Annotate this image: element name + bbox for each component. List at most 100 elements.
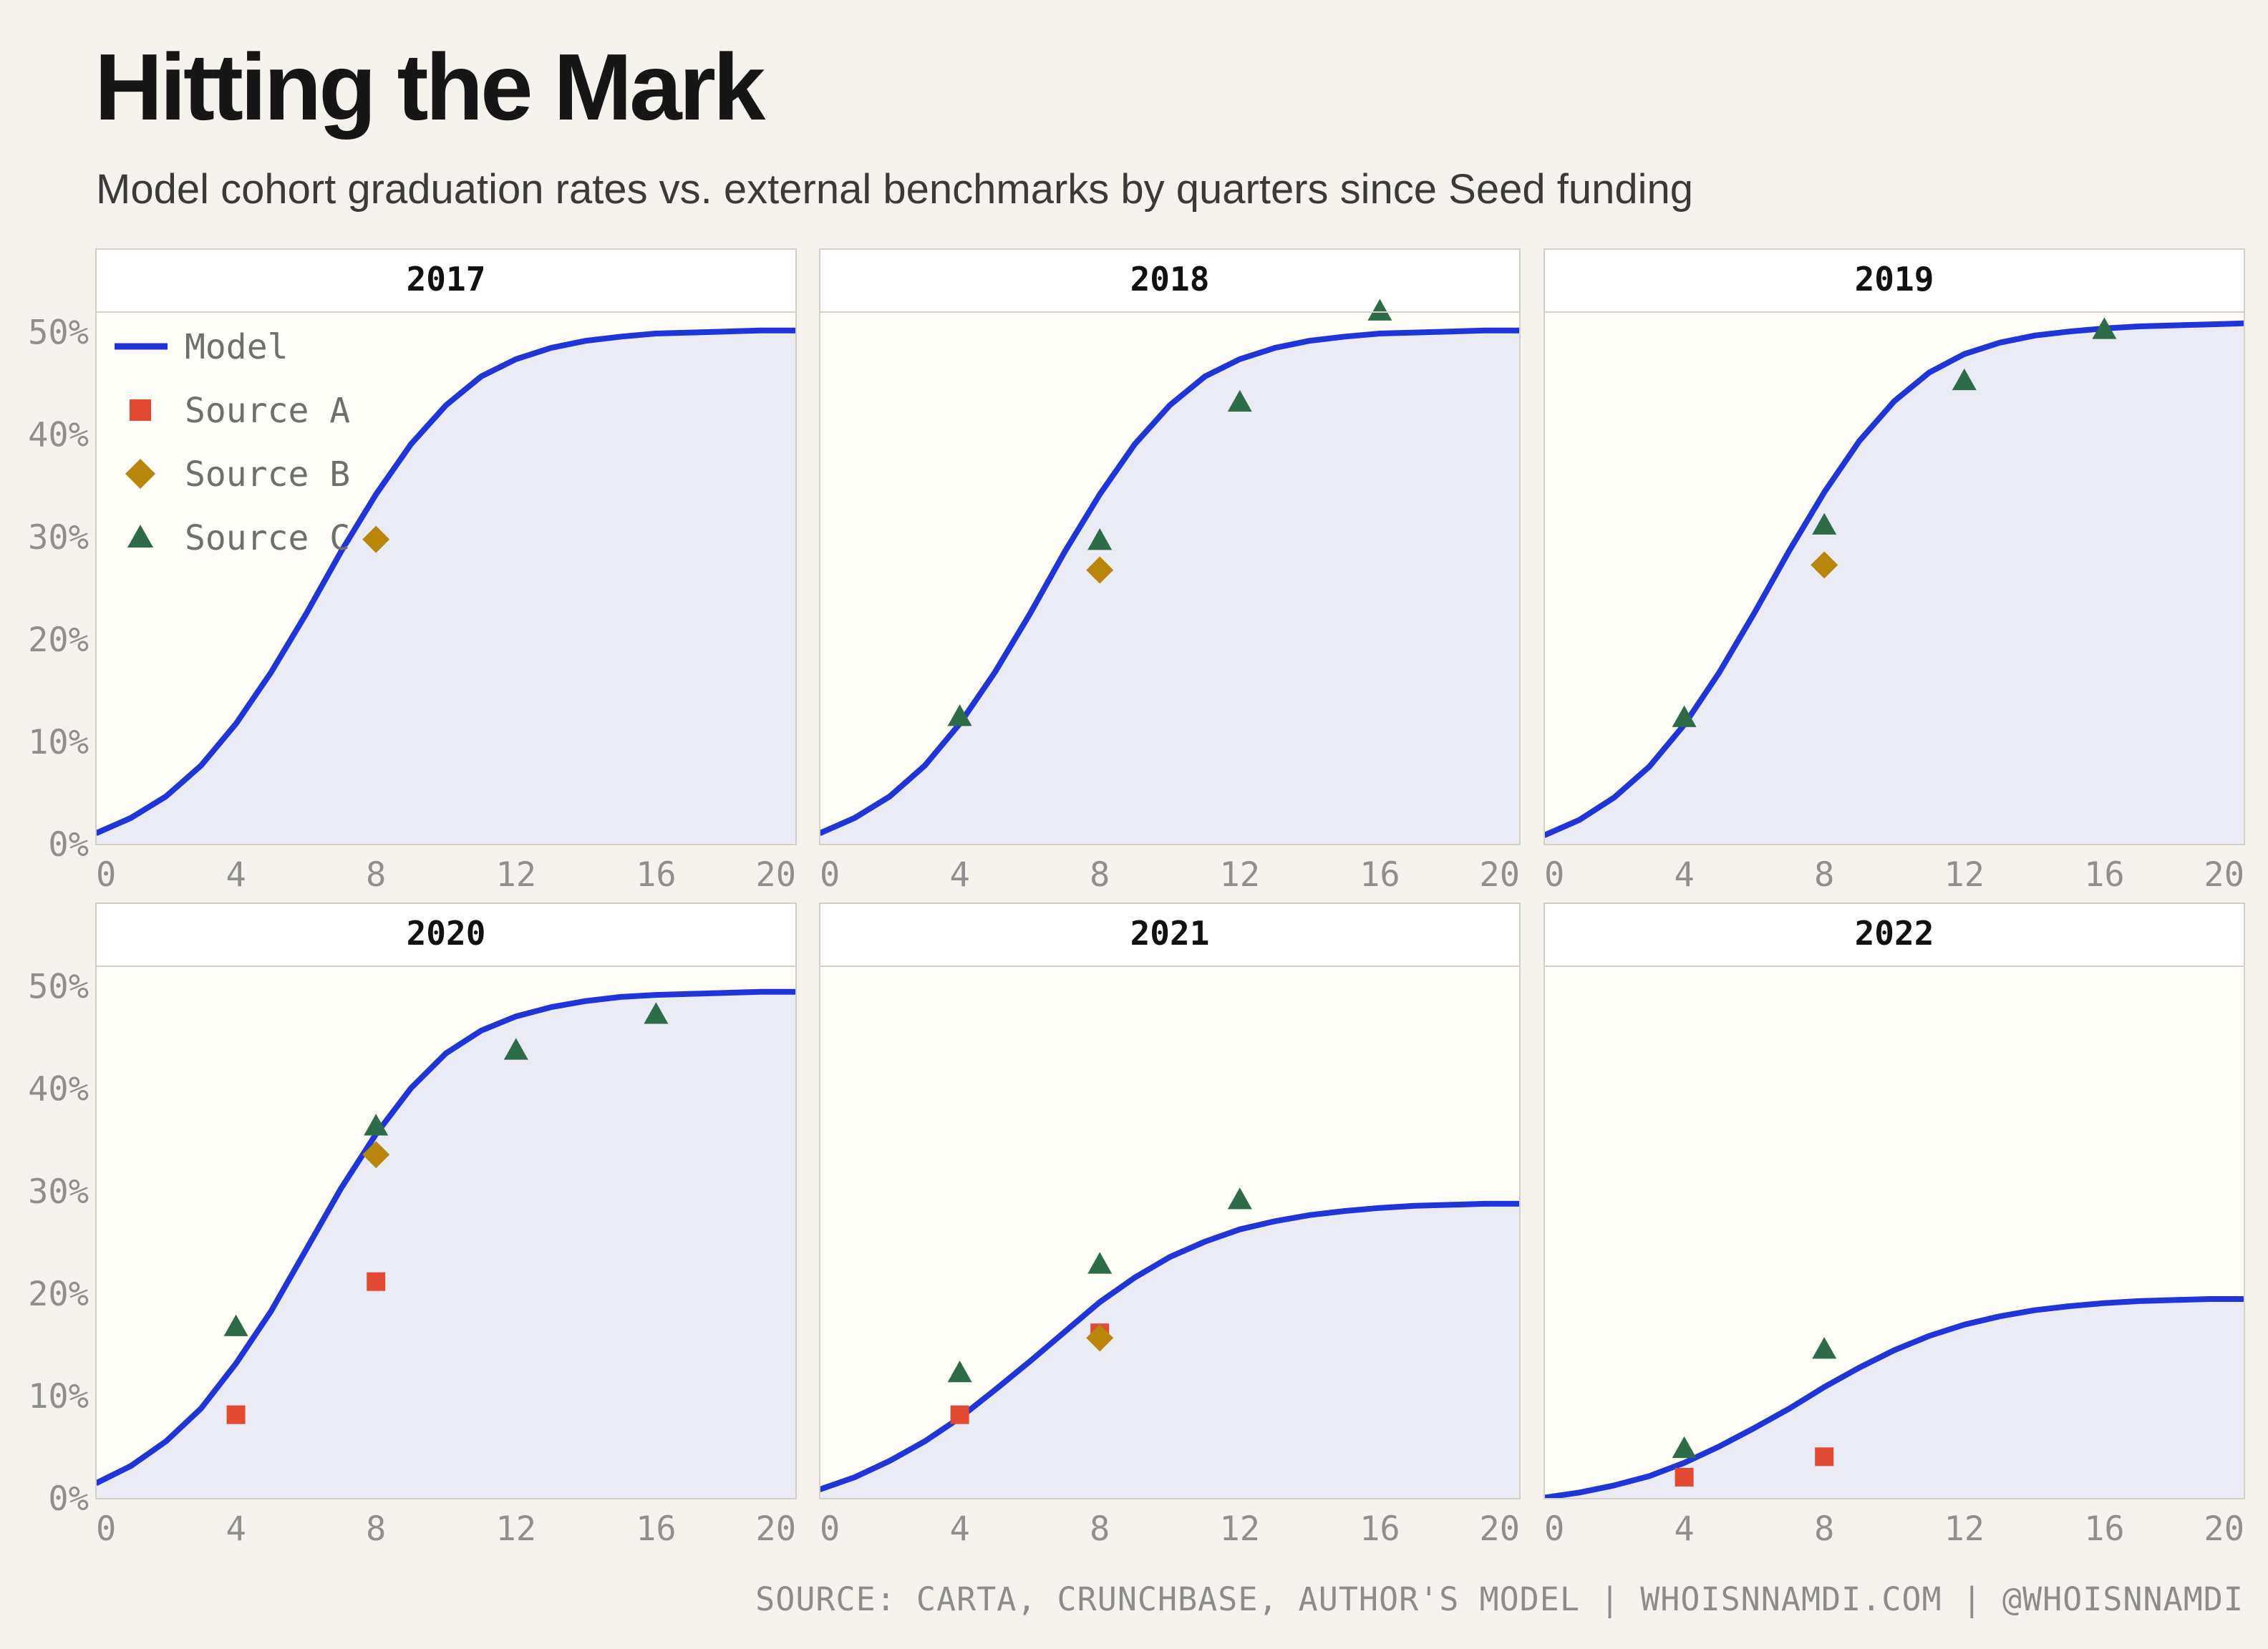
legend-source-a-swatch (130, 399, 151, 421)
model-area (820, 1203, 1520, 1499)
plot-border (95, 311, 797, 845)
source-footer: SOURCE: CARTA, CRUNCHBASE, AUTHOR'S MODE… (755, 1580, 2244, 1618)
x-tick-label: 4 (1674, 1509, 1694, 1549)
x-tick-label: 0 (820, 855, 840, 895)
x-tick-label: 20 (2204, 855, 2244, 895)
x-tick-label: 0 (96, 1509, 116, 1549)
y-tick-label: 10% (28, 723, 89, 762)
source-b-point (1811, 551, 1838, 579)
x-tick-label: 8 (1814, 855, 1834, 895)
source-c-point (947, 1361, 972, 1383)
plot-border (95, 965, 797, 1499)
model-line (1544, 320, 2244, 838)
source-c-point (223, 1314, 248, 1336)
source-b-point (362, 525, 390, 553)
x-tick-label: 16 (636, 855, 677, 895)
x-tick-label: 8 (1814, 1509, 1834, 1549)
plot-border (819, 311, 1521, 845)
plot-border (1544, 965, 2245, 1499)
model-area (96, 991, 796, 1499)
source-c-point (1672, 705, 1697, 727)
y-tick-label: 30% (28, 1172, 89, 1212)
source-a-point (367, 1272, 386, 1291)
x-tick-label: 16 (1360, 855, 1400, 895)
panel-title: 2018 (1130, 260, 1210, 298)
model-area (96, 330, 796, 845)
panel-2020: 2020 0 4 8 12 16 20 0% 10% 20% 30% 40% 50% (28, 903, 797, 1549)
y-tick-label: 0% (48, 825, 89, 865)
chart-title: Hitting the Mark (94, 34, 765, 140)
x-tick-label: 0 (820, 1509, 840, 1549)
legend-source-b-swatch (125, 459, 155, 489)
source-b-point (1086, 556, 1114, 584)
y-tick-label: 20% (28, 1275, 89, 1314)
x-tick-label: 4 (226, 1509, 246, 1549)
x-tick-label: 16 (2084, 1509, 2125, 1549)
x-tick-label: 12 (1220, 855, 1261, 895)
x-tick-label: 4 (226, 855, 246, 895)
x-tick-label: 20 (755, 1509, 796, 1549)
model-line (96, 327, 796, 836)
y-tick-label: 10% (28, 1377, 89, 1416)
panel-2019: 2019 0 4 8 12 16 20 (1544, 248, 2245, 895)
panel-title: 2019 (1855, 260, 1934, 298)
x-tick-label: 12 (1220, 1509, 1261, 1549)
x-tick-label: 8 (1090, 855, 1110, 895)
x-tick-label: 4 (949, 855, 969, 895)
model-area (820, 330, 1520, 845)
model-line (820, 327, 1520, 836)
x-tick-label: 20 (1479, 1509, 1520, 1549)
panel-title: 2017 (407, 260, 486, 298)
source-c-point (1952, 368, 1977, 391)
panel-strip (1544, 903, 2245, 967)
legend: Model Source A Source B Source C (115, 327, 350, 558)
source-c-point (2092, 317, 2117, 339)
y-tick-label: 50% (28, 313, 89, 353)
model-line (1544, 1296, 2244, 1499)
plot-border (819, 965, 1521, 1499)
y-tick-label: 50% (28, 968, 89, 1007)
source-c-point (1812, 1337, 1837, 1359)
y-tick-label: 0% (48, 1479, 89, 1519)
x-tick-label: 20 (755, 855, 796, 895)
panel-strip (1544, 248, 2245, 313)
x-tick-label: 20 (2204, 1509, 2244, 1549)
x-tick-label: 4 (949, 1509, 969, 1549)
source-c-point (1812, 512, 1837, 535)
panel-2022: 2022 0 4 8 12 16 20 (1544, 903, 2245, 1549)
y-tick-label: 40% (28, 1070, 89, 1109)
x-tick-label: 20 (1479, 855, 1520, 895)
x-tick-label: 8 (366, 855, 386, 895)
x-tick-label: 4 (1674, 855, 1694, 895)
source-a-point (1675, 1467, 1694, 1487)
x-tick-label: 12 (1944, 1509, 1985, 1549)
source-c-point (1672, 1436, 1697, 1459)
x-tick-label: 8 (1090, 1509, 1110, 1549)
legend-label: Source C (185, 518, 350, 558)
legend-source-c-swatch (127, 525, 153, 548)
source-a-point (1815, 1447, 1834, 1466)
panel-title: 2022 (1855, 914, 1934, 953)
plot-border (1544, 311, 2245, 845)
x-tick-label: 16 (1360, 1509, 1400, 1549)
y-tick-label: 40% (28, 416, 89, 455)
legend-label: Source A (185, 391, 350, 431)
y-tick-label: 30% (28, 518, 89, 558)
x-tick-label: 0 (1544, 1509, 1564, 1549)
model-line (96, 988, 796, 1487)
legend-label: Source B (185, 454, 350, 495)
x-tick-label: 12 (496, 855, 537, 895)
model-line (820, 1200, 1520, 1492)
source-a-point (950, 1405, 969, 1424)
x-tick-label: 8 (366, 1509, 386, 1549)
x-tick-label: 12 (496, 1509, 537, 1549)
panel-strip (95, 903, 797, 967)
source-c-point (1087, 528, 1113, 550)
x-tick-label: 12 (1944, 855, 1985, 895)
source-b-point (1086, 1324, 1114, 1352)
x-tick-label: 16 (636, 1509, 677, 1549)
legend-label: Model (185, 327, 289, 367)
source-c-point (1087, 1252, 1113, 1274)
panel-2021: 2021 0 4 8 12 16 20 (819, 903, 1521, 1549)
x-tick-label: 16 (2084, 855, 2125, 895)
